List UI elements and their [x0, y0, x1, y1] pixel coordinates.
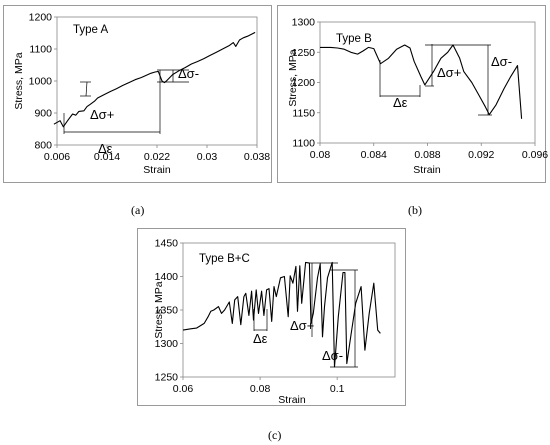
chart-b-title: Type B [336, 33, 372, 45]
chart-c-xtick-label: 0.06 [173, 383, 194, 395]
chart-c-ytick-label: 1400 [155, 271, 179, 283]
chart-c-annotation-label: Δσ+ [290, 318, 314, 333]
chart-c-ytick-label: 1250 [155, 372, 179, 384]
caption-c: (c) [268, 428, 282, 442]
chart-b-xtick-label: 0.092 [468, 149, 494, 161]
chart-a-ytick-label: 800 [34, 140, 52, 152]
chart-b-series-line [320, 44, 523, 119]
chart-c-ytick-label: 1450 [155, 238, 179, 250]
chart-a-xtick-label: 0.014 [94, 151, 120, 163]
chart-b-xtick-label: 0.08 [310, 149, 331, 161]
chart-c-title: Type B+C [199, 253, 250, 265]
chart-a-xaxis-label: Strain [143, 164, 171, 176]
chart-b-annotation-label: Δσ- [491, 54, 512, 69]
chart-c-annotation-label: Δε [253, 331, 268, 346]
chart-c-ytick-label: 1300 [155, 338, 179, 350]
chart-c-ytick-label: 1350 [155, 305, 179, 317]
chart-b-xtick-label: 0.096 [522, 149, 548, 161]
chart-a-annotation-label: Δσ- [178, 66, 199, 81]
chart-a-annotation-label: Δσ+ [90, 107, 114, 122]
chart-b-xaxis-label: Strain [413, 164, 441, 176]
chart-a-ytick-label: 900 [34, 108, 52, 120]
chart-a-ytick-label: 1000 [29, 76, 53, 88]
chart-b-xtick-label: 0.088 [414, 149, 440, 161]
chart-c-xtick-label: 0.08 [250, 383, 271, 395]
chart-a-xtick-label: 0.022 [144, 151, 170, 163]
caption-a: (a) [131, 203, 145, 217]
chart-b-annotation-label: Δσ+ [437, 65, 461, 80]
chart-b-ytick-label: 1250 [292, 47, 316, 59]
chart-a-ytick-label: 1100 [29, 44, 52, 56]
chart-b-annotation-label: Δε [393, 95, 408, 110]
chart-a-title: Type A [73, 24, 108, 36]
chart-a-yaxis-label: Stress, MPa [13, 52, 25, 109]
chart-a-series-line [53, 31, 256, 128]
chart-c-xaxis-label: Strain [278, 394, 306, 406]
chart-a-xtick-label: 0.03 [197, 151, 218, 163]
chart-b-ytick-label: 1300 [292, 17, 316, 29]
chart-a-ytick-label: 1200 [29, 12, 53, 24]
chart-a-xtick-label: 0.006 [44, 151, 70, 163]
chart-b-ytick-label: 1150 [292, 107, 315, 119]
chart-b-ytick-label: 1200 [292, 77, 316, 89]
caption-b: (b) [408, 203, 422, 217]
chart-a-annotation-label: Δε [98, 141, 113, 156]
chart-b-ytick-label: 1100 [292, 138, 315, 150]
chart-c-annotation-label: Δσ- [322, 348, 343, 363]
chart-c-yaxis-label: Stress, MPa [153, 281, 165, 338]
chart-b-yaxis-label: Stress, MPa [287, 49, 299, 106]
chart-c-xtick-label: 0.1 [330, 383, 345, 395]
chart-c-series-line [182, 261, 381, 368]
chart-a-xtick-label: 0.038 [244, 151, 270, 163]
chart-a-annotation-marker [85, 81, 88, 97]
chart-panel-a [3, 5, 272, 183]
chart-b-xtick-label: 0.084 [361, 149, 387, 161]
